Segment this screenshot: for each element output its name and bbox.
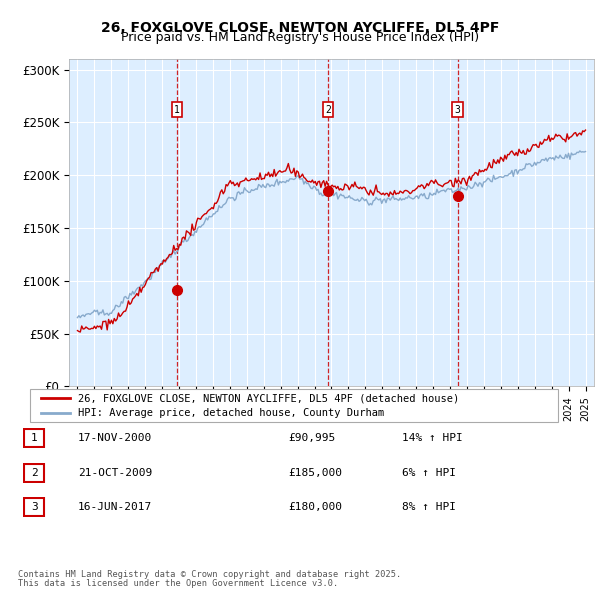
Text: 1: 1 (31, 434, 38, 443)
Text: 3: 3 (455, 104, 461, 114)
Text: 14% ↑ HPI: 14% ↑ HPI (402, 434, 463, 443)
Text: 26, FOXGLOVE CLOSE, NEWTON AYCLIFFE, DL5 4PF (detached house): 26, FOXGLOVE CLOSE, NEWTON AYCLIFFE, DL5… (77, 394, 459, 404)
Text: 8% ↑ HPI: 8% ↑ HPI (402, 502, 456, 512)
FancyBboxPatch shape (24, 430, 44, 447)
Text: 17-NOV-2000: 17-NOV-2000 (78, 434, 152, 443)
Text: Price paid vs. HM Land Registry's House Price Index (HPI): Price paid vs. HM Land Registry's House … (121, 31, 479, 44)
FancyBboxPatch shape (24, 498, 44, 516)
Text: 21-OCT-2009: 21-OCT-2009 (78, 468, 152, 477)
Text: 2: 2 (31, 468, 38, 477)
Text: £180,000: £180,000 (288, 502, 342, 512)
Text: 6% ↑ HPI: 6% ↑ HPI (402, 468, 456, 477)
Text: This data is licensed under the Open Government Licence v3.0.: This data is licensed under the Open Gov… (18, 579, 338, 588)
Text: 3: 3 (31, 502, 38, 512)
Text: £185,000: £185,000 (288, 468, 342, 477)
Text: £90,995: £90,995 (288, 434, 335, 443)
FancyBboxPatch shape (30, 389, 558, 422)
Text: 16-JUN-2017: 16-JUN-2017 (78, 502, 152, 512)
Text: 26, FOXGLOVE CLOSE, NEWTON AYCLIFFE, DL5 4PF: 26, FOXGLOVE CLOSE, NEWTON AYCLIFFE, DL5… (101, 21, 499, 35)
FancyBboxPatch shape (24, 464, 44, 481)
Text: Contains HM Land Registry data © Crown copyright and database right 2025.: Contains HM Land Registry data © Crown c… (18, 570, 401, 579)
Text: HPI: Average price, detached house, County Durham: HPI: Average price, detached house, Coun… (77, 408, 384, 418)
Text: 2: 2 (325, 104, 331, 114)
Text: 1: 1 (174, 104, 180, 114)
